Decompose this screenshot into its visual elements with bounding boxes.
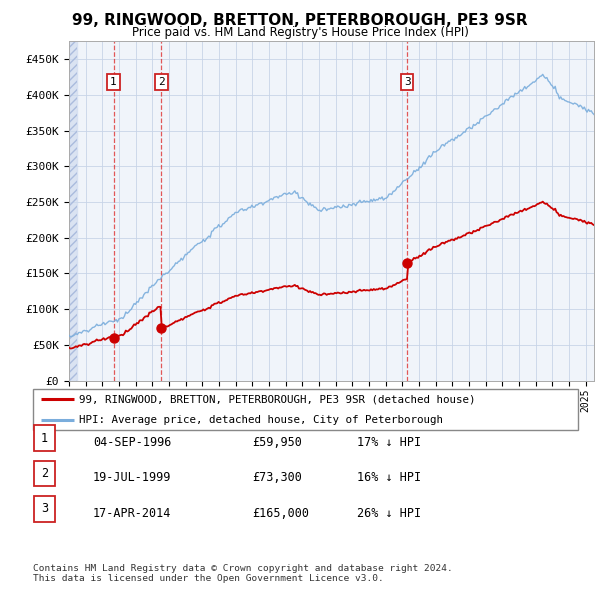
Text: 17-APR-2014: 17-APR-2014 xyxy=(93,507,172,520)
Text: £73,300: £73,300 xyxy=(252,471,302,484)
Text: 99, RINGWOOD, BRETTON, PETERBOROUGH, PE3 9SR: 99, RINGWOOD, BRETTON, PETERBOROUGH, PE3… xyxy=(72,13,528,28)
Text: 19-JUL-1999: 19-JUL-1999 xyxy=(93,471,172,484)
FancyBboxPatch shape xyxy=(33,389,578,430)
Text: 1: 1 xyxy=(41,432,48,445)
Text: 16% ↓ HPI: 16% ↓ HPI xyxy=(357,471,421,484)
Text: Contains HM Land Registry data © Crown copyright and database right 2024.
This d: Contains HM Land Registry data © Crown c… xyxy=(33,563,453,583)
Text: 04-SEP-1996: 04-SEP-1996 xyxy=(93,436,172,449)
FancyBboxPatch shape xyxy=(34,496,55,522)
Text: 1: 1 xyxy=(110,77,117,87)
Bar xyxy=(69,41,77,381)
Text: 99, RINGWOOD, BRETTON, PETERBOROUGH, PE3 9SR (detached house): 99, RINGWOOD, BRETTON, PETERBOROUGH, PE3… xyxy=(79,394,476,404)
Text: £59,950: £59,950 xyxy=(252,436,302,449)
Text: 2: 2 xyxy=(158,77,165,87)
Bar xyxy=(69,41,77,381)
Text: 3: 3 xyxy=(404,77,410,87)
Text: £165,000: £165,000 xyxy=(252,507,309,520)
Text: Price paid vs. HM Land Registry's House Price Index (HPI): Price paid vs. HM Land Registry's House … xyxy=(131,26,469,39)
Text: HPI: Average price, detached house, City of Peterborough: HPI: Average price, detached house, City… xyxy=(79,415,443,425)
FancyBboxPatch shape xyxy=(34,425,55,451)
Text: 26% ↓ HPI: 26% ↓ HPI xyxy=(357,507,421,520)
Text: 2: 2 xyxy=(41,467,48,480)
FancyBboxPatch shape xyxy=(34,461,55,486)
Text: 3: 3 xyxy=(41,503,48,516)
Text: 17% ↓ HPI: 17% ↓ HPI xyxy=(357,436,421,449)
